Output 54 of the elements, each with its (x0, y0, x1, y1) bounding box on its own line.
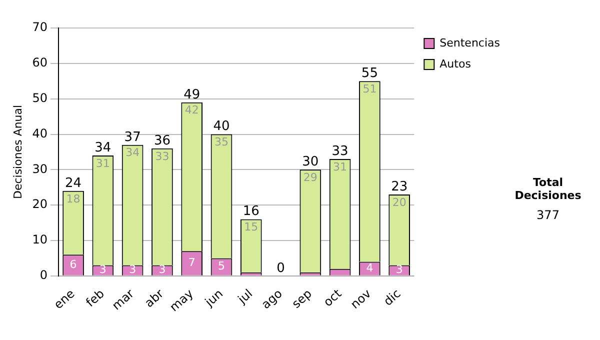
total-label: 55 (361, 66, 378, 82)
text: Total Decisiones (514, 176, 582, 202)
data-label: 4 (366, 261, 374, 274)
x-tick-label: dic (380, 286, 404, 309)
total-label: 23 (391, 179, 408, 194)
data-label: 33 (155, 150, 170, 163)
data-label: 29 (303, 171, 318, 184)
x-tick-label: ago (258, 286, 285, 312)
y-tick-label: 30 (32, 162, 48, 176)
y-tick-label: 10 (32, 232, 48, 247)
data-label: 20 (392, 196, 406, 209)
data-label: 15 (244, 220, 258, 234)
data-label: 3 (129, 263, 136, 276)
x-tick-label: ene (51, 286, 78, 312)
total-label: 36 (154, 133, 170, 148)
y-tick-label: 70 (32, 20, 48, 34)
data-label: 35 (214, 136, 228, 149)
x-tick-label: jun (202, 286, 226, 310)
text: 377 (536, 208, 560, 222)
y-axis-title: Decisiones Anual (11, 104, 24, 200)
y-tick-label: 0 (40, 268, 48, 282)
total-label: 40 (213, 119, 230, 134)
data-label: 3 (158, 263, 166, 276)
total-label: 16 (242, 204, 260, 220)
data-label: 3 (99, 263, 106, 276)
x-tick-label: abr (142, 286, 166, 310)
data-label: 42 (184, 104, 199, 117)
x-tick-label: jul (234, 286, 256, 308)
data-label: 6 (70, 258, 77, 271)
data-label: 18 (66, 192, 80, 206)
total-label: 49 (184, 87, 200, 102)
x-tick-label: nov (348, 286, 374, 312)
total-label: 37 (124, 130, 141, 145)
total-label: 0 (276, 260, 285, 276)
x-tick-label: sep (289, 286, 314, 311)
data-label: 7 (188, 256, 196, 270)
x-tick-label: oct (320, 286, 344, 310)
legend-label: Sentencias (440, 36, 500, 50)
total-label: 24 (65, 176, 82, 191)
y-tick-label: 50 (32, 90, 48, 105)
y-tick-label: 20 (32, 197, 48, 212)
total-label: 33 (332, 144, 348, 159)
data-label: 5 (218, 260, 225, 273)
total-label: 34 (94, 140, 112, 156)
x-tick-label: feb (83, 286, 107, 310)
data-label: 31 (333, 160, 348, 174)
y-tick-label: 60 (32, 56, 48, 70)
data-label: 31 (96, 156, 110, 170)
data-label: 3 (396, 263, 403, 276)
data-label: 34 (126, 146, 140, 160)
legend-label: Autos (440, 57, 472, 70)
data-label: 51 (362, 82, 377, 96)
total-label: 30 (302, 154, 319, 170)
y-tick-label: 40 (32, 126, 48, 140)
